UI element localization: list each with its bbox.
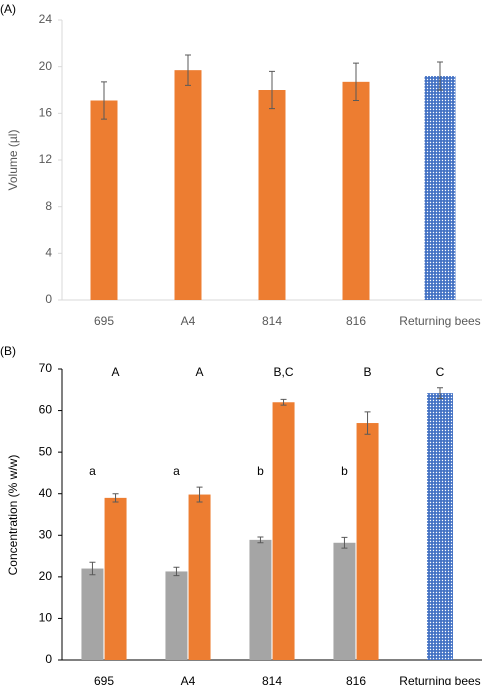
error-bar: [280, 398, 287, 406]
y-tick-label: 20: [39, 59, 53, 73]
y-tick-label: 50: [39, 444, 53, 458]
y-tick-label: 20: [39, 569, 53, 583]
y-tick-label: 0: [45, 652, 52, 666]
bar: [90, 100, 118, 300]
y-axis-label: Volume (µl): [6, 130, 20, 191]
error-bar: [341, 536, 348, 549]
error-bar: [173, 566, 180, 577]
group-letter: a: [173, 464, 180, 478]
error-bar: [89, 561, 96, 576]
bar: [174, 70, 202, 301]
y-axis-label: Concentration (% w/w): [6, 455, 20, 576]
error-bar: [364, 411, 371, 435]
bar: [356, 423, 379, 660]
y-tick-label: 30: [39, 527, 53, 541]
group-letter: b: [341, 464, 348, 478]
error-bar: [257, 536, 264, 544]
group-letter: B,C: [274, 365, 294, 379]
panel-label: (B): [0, 344, 16, 358]
x-tick-label: 695: [94, 674, 114, 685]
y-tick-label: 70: [39, 361, 53, 375]
bar: [81, 568, 104, 660]
y-tick-label: 12: [39, 152, 53, 166]
group-letter: a: [89, 464, 96, 478]
y-tick-label: 8: [45, 199, 52, 213]
y-tick-label: 24: [39, 12, 53, 26]
error-bar: [101, 81, 107, 120]
x-tick-label: Returning bees: [399, 674, 480, 685]
x-tick-label: 814: [262, 314, 282, 328]
x-tick-label: 816: [346, 314, 366, 328]
y-tick-label: 16: [39, 106, 53, 120]
bar: [342, 81, 370, 300]
x-tick-label: 816: [346, 674, 366, 685]
error-bar: [112, 493, 119, 503]
x-tick-label: 695: [94, 314, 114, 328]
error-bar: [437, 387, 443, 400]
y-tick-label: 60: [39, 403, 53, 417]
x-tick-label: A4: [181, 314, 196, 328]
y-tick-label: 40: [39, 486, 53, 500]
group-letter: b: [257, 464, 264, 478]
group-letter: A: [196, 365, 204, 379]
x-tick-label: 814: [262, 674, 282, 685]
bar: [427, 393, 453, 660]
error-bar: [196, 486, 203, 503]
bar: [333, 542, 356, 660]
y-tick-label: 4: [45, 246, 52, 260]
panel-label: (A): [0, 2, 16, 16]
bar: [272, 402, 295, 660]
bar: [258, 90, 286, 300]
group-letter: B: [364, 365, 372, 379]
x-tick-label: A4: [181, 674, 196, 685]
y-tick-label: 10: [39, 611, 53, 625]
bar: [188, 494, 211, 660]
y-tick-label: 0: [45, 292, 52, 306]
group-letter: A: [112, 365, 120, 379]
bar: [165, 571, 188, 660]
group-letter: C: [436, 365, 445, 379]
error-bar: [437, 61, 443, 91]
bar: [104, 497, 127, 660]
bar: [424, 76, 456, 300]
error-bar: [185, 54, 191, 86]
x-tick-label: Returning bees: [399, 314, 480, 328]
error-bar: [269, 70, 275, 110]
bar: [249, 539, 272, 660]
error-bar: [353, 62, 359, 101]
